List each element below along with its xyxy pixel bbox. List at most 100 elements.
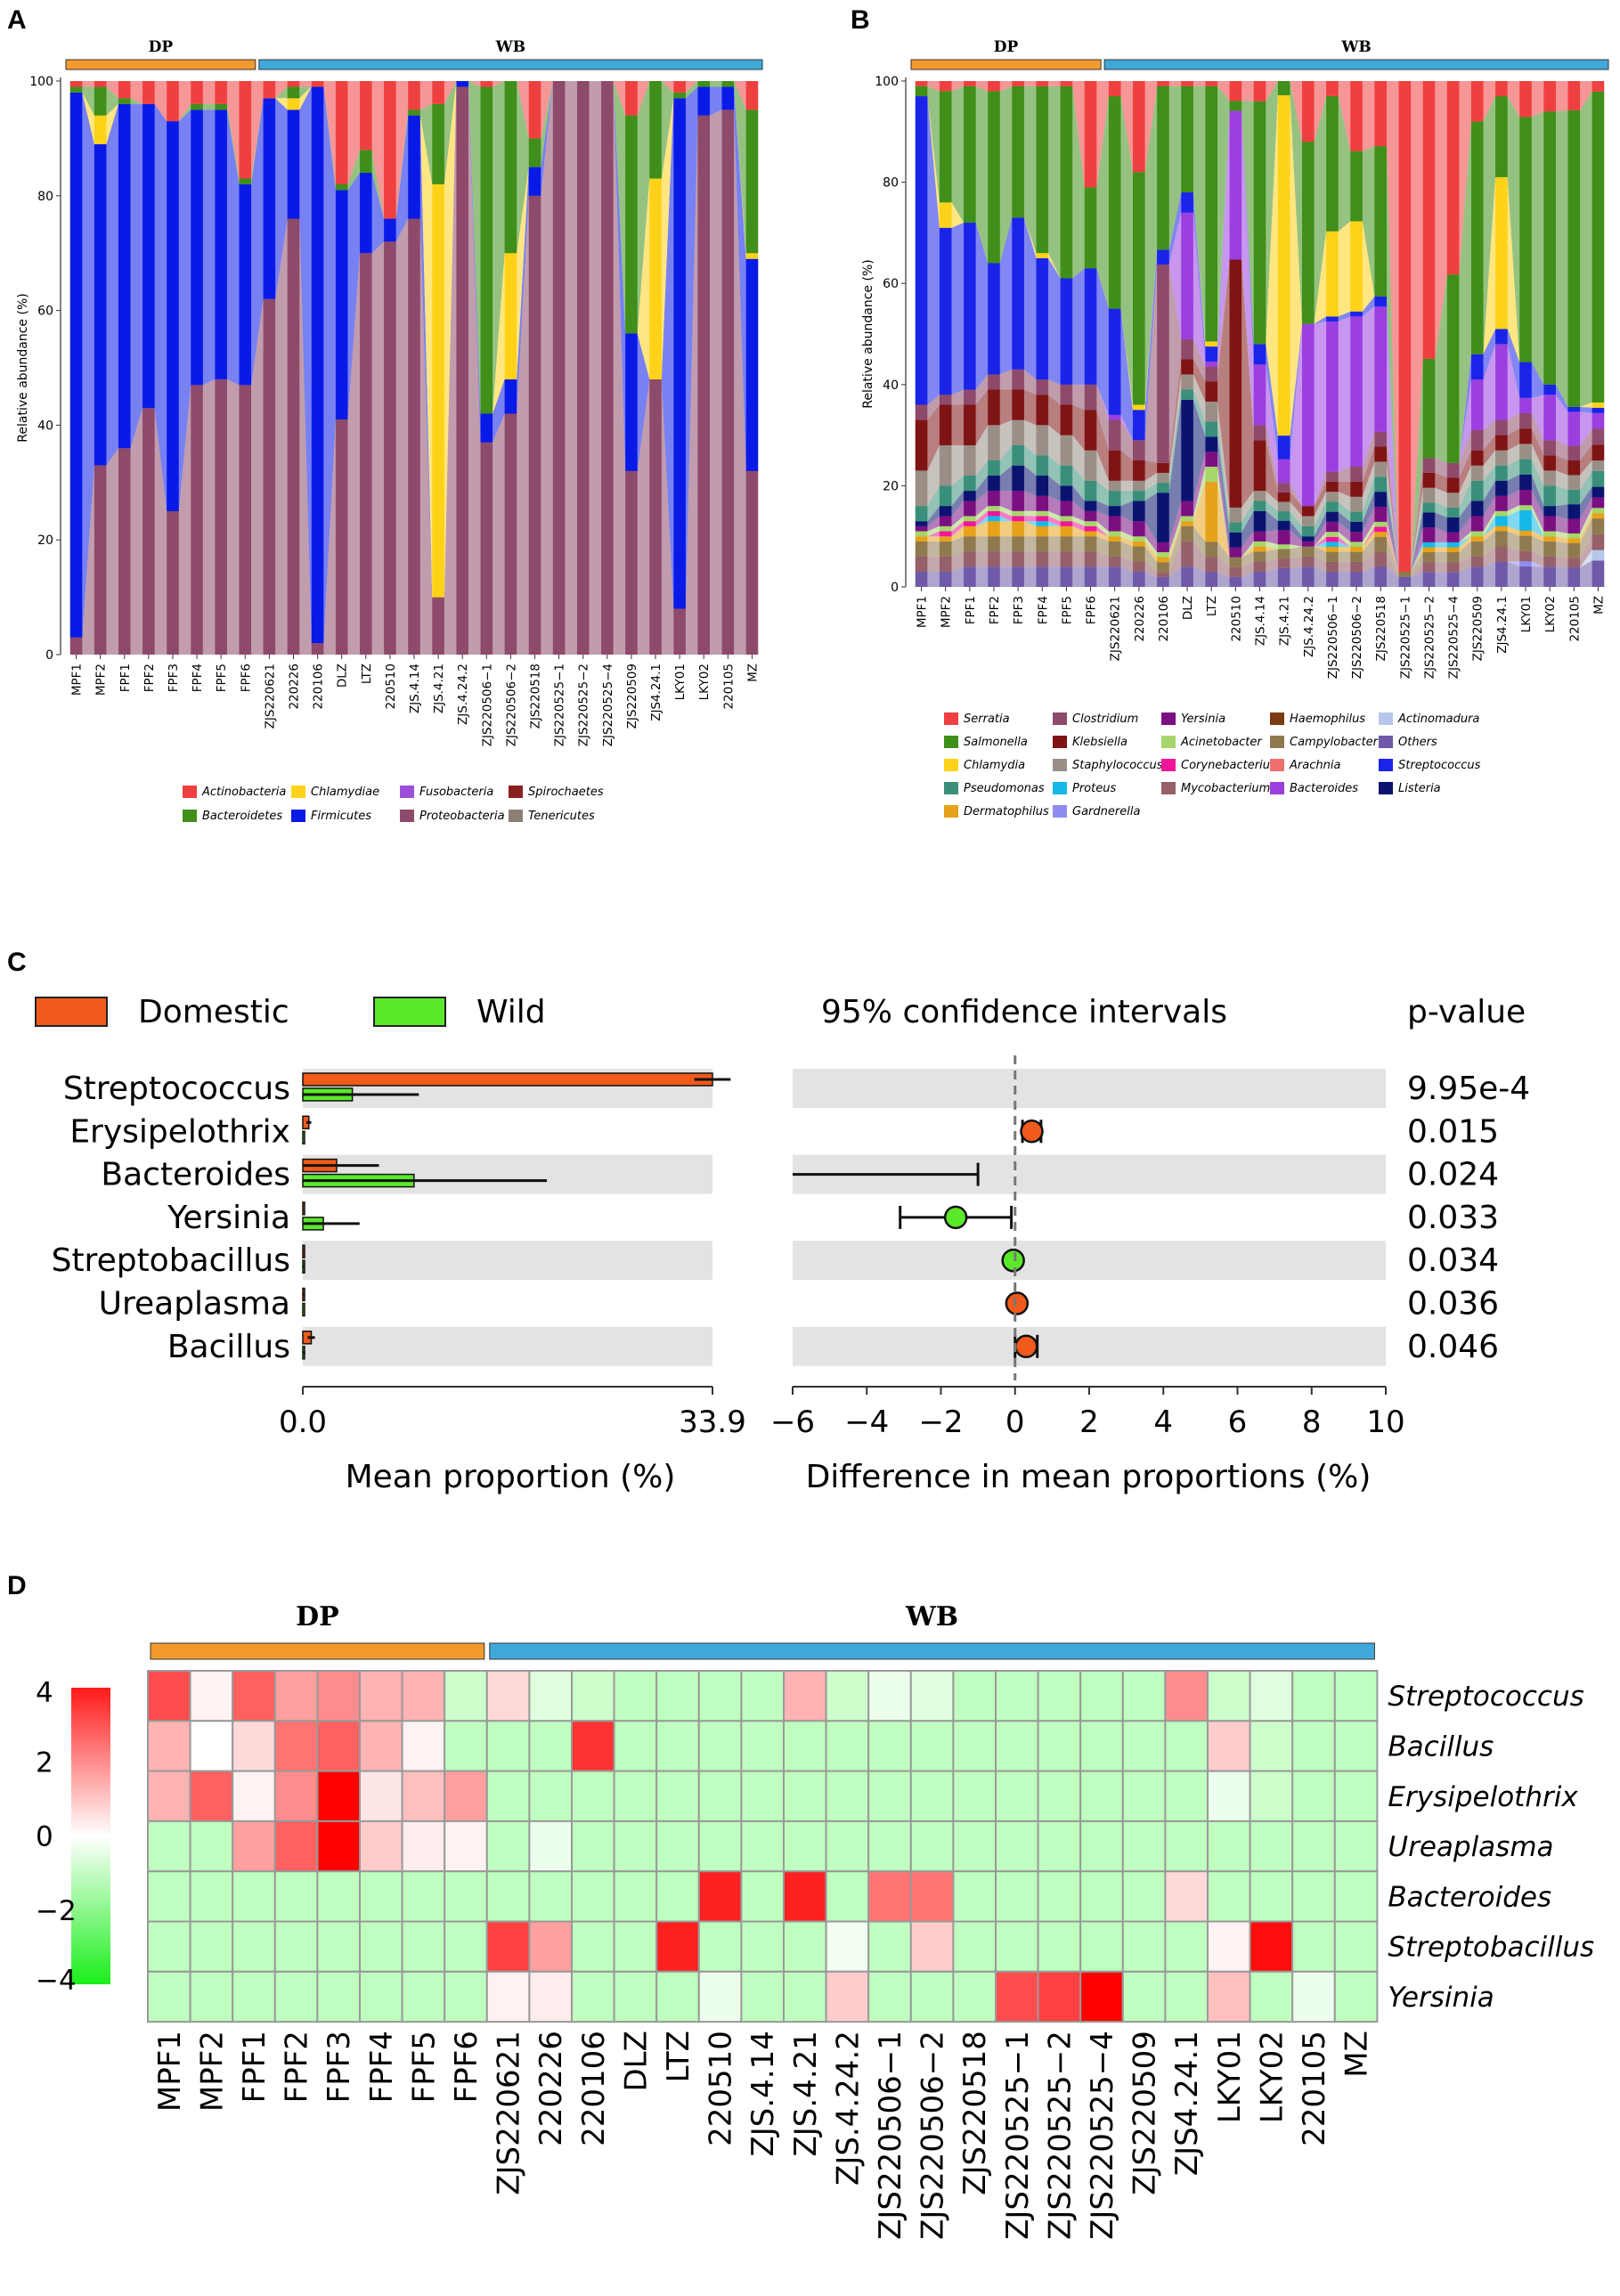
bar-listeria xyxy=(1592,486,1605,498)
bar-salmonella xyxy=(1181,85,1193,192)
heatmap-cell xyxy=(697,1820,743,1873)
bar-proteobacteria xyxy=(287,218,300,655)
sample-label: ZJS220506−2 xyxy=(504,664,518,746)
bar-actinobacteria xyxy=(360,81,372,151)
bar-dermatophilus xyxy=(1036,525,1049,537)
heatmap-cell xyxy=(613,1670,658,1722)
bar-mycobacterium xyxy=(1060,551,1073,567)
bar-listeria xyxy=(1133,501,1145,522)
legend-swatch xyxy=(1053,712,1067,725)
bar-bacteroidetes xyxy=(239,178,252,184)
legend-domestic: Domestic xyxy=(138,994,289,1030)
heatmap-cell xyxy=(273,1820,319,1873)
bar-acinetobacter xyxy=(1084,521,1097,526)
bar-dermatophilus xyxy=(939,536,952,541)
sample-label: LKY02 xyxy=(1543,596,1558,632)
bar-actinobacteria xyxy=(384,81,396,219)
bar-streptococcus xyxy=(1567,406,1581,412)
bar-yersinia xyxy=(1301,541,1315,547)
bar-serratia xyxy=(1446,81,1460,275)
bar-yersinia xyxy=(1012,491,1024,511)
bar-clostridium xyxy=(1084,384,1097,411)
bar-pseudomonas xyxy=(915,506,928,522)
bar-corynebacterium xyxy=(1084,525,1097,532)
bar-pseudomonas xyxy=(1543,485,1556,507)
bar-corynebacterium xyxy=(1012,516,1024,522)
bar-proteobacteria xyxy=(601,81,614,655)
bar-others xyxy=(1446,572,1460,587)
heatmap-cell xyxy=(1121,1970,1167,2023)
column-label: ZJS.4.14 xyxy=(745,2031,781,2156)
heatmap-cell xyxy=(359,1720,403,1772)
column-label: DLZ xyxy=(618,2031,654,2091)
sample-label: FPF5 xyxy=(1060,596,1074,624)
sample-label: FPF1 xyxy=(964,596,978,624)
heatmap-cell xyxy=(528,1670,574,1722)
heatmap-cell xyxy=(1121,1820,1167,1873)
heatmap-cell xyxy=(783,1920,827,1973)
bar-actinobacteria xyxy=(335,81,348,184)
bar-klebsiella xyxy=(1157,462,1169,473)
bar-firmicutes xyxy=(215,110,227,379)
pvalue-title: p-value xyxy=(1407,994,1526,1030)
bar-campylobacter xyxy=(1229,557,1242,567)
bar-others xyxy=(1012,566,1024,587)
heatmap-cell xyxy=(909,1820,955,1873)
bar-proteus xyxy=(1036,521,1049,526)
bar-serratia xyxy=(1060,81,1073,86)
sample-label: MZ xyxy=(745,664,760,682)
bar-actinobacteria xyxy=(408,81,420,110)
heatmap-cell xyxy=(528,1870,574,1923)
legend-swatch xyxy=(1379,736,1393,748)
bar-listeria xyxy=(1422,512,1436,528)
sample-label: DLZ xyxy=(1181,596,1195,620)
legend-others: Others xyxy=(1398,736,1437,749)
bar-others xyxy=(1470,566,1484,587)
column-label: MZ xyxy=(1339,2031,1375,2078)
bar-others xyxy=(1374,566,1387,587)
bar-campylobacter xyxy=(1567,542,1581,558)
group-bar-dp xyxy=(65,59,256,70)
column-label: LTZ xyxy=(661,2031,696,2082)
heatmap-cell xyxy=(232,1970,276,2023)
bar-mycobacterium xyxy=(1350,561,1363,573)
bar-staphylococcus xyxy=(1277,501,1290,512)
column-label: FPF4 xyxy=(364,2031,400,2103)
sample-label: ZJS4.24.1 xyxy=(649,664,663,721)
legend-swatch xyxy=(1270,712,1284,725)
bar-chlamydiae xyxy=(649,178,662,379)
bar-bacteroides xyxy=(1350,316,1363,468)
bar-others xyxy=(1519,566,1532,587)
bar-streptococcus xyxy=(1060,278,1073,385)
taxon-label: Bacillus xyxy=(167,1329,290,1365)
bar-listeria xyxy=(1084,501,1097,511)
bar-proteobacteria xyxy=(576,81,590,655)
bar-yersinia xyxy=(1181,501,1193,517)
bar-chlamydia xyxy=(1205,341,1218,347)
bar-listeria xyxy=(1229,532,1242,548)
bar-mycobacterium xyxy=(1326,561,1339,573)
bar-mycobacterium xyxy=(1229,566,1242,577)
bar-listeria xyxy=(1157,493,1169,542)
bar-firmicutes xyxy=(142,103,155,409)
bar-dermatophilus xyxy=(964,525,976,537)
bar-yersinia xyxy=(988,491,1000,507)
bar-salmonella xyxy=(964,85,976,224)
bar-corynebacterium xyxy=(939,531,952,537)
legend-gardnerella: Gardnerella xyxy=(1072,805,1140,818)
bar-dermatophilus xyxy=(1470,536,1484,541)
heatmap-cell xyxy=(1121,1870,1167,1923)
heatmap-cell xyxy=(189,1670,234,1722)
bar-bacteroidetes xyxy=(721,81,735,87)
bar-streptococcus xyxy=(1157,249,1169,265)
bar-mycobacterium xyxy=(1012,551,1024,567)
heatmap-cell xyxy=(613,1870,658,1923)
sample-label: MPF2 xyxy=(94,664,109,696)
bar-mycobacterium xyxy=(1374,551,1387,567)
legend-swatch xyxy=(400,786,414,798)
bar-salmonella xyxy=(988,91,1000,264)
bar-salmonella xyxy=(1084,187,1097,269)
heatmap-cell xyxy=(867,1720,912,1772)
bar-proteobacteria xyxy=(745,470,759,655)
sample-label: MPF1 xyxy=(916,596,930,628)
